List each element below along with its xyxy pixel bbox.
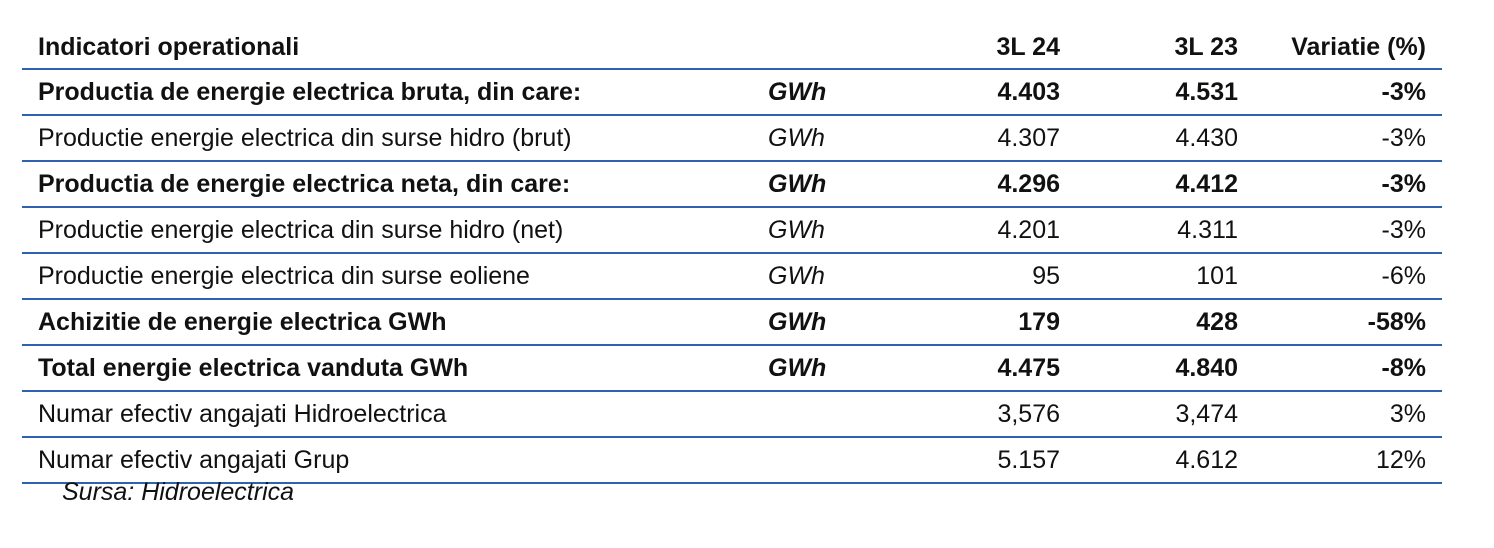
row-value-3l24: 4.296 [882, 161, 1060, 208]
header-indicator: Indicatori operationali [22, 26, 744, 70]
table-row: Productia de energie electrica bruta, di… [22, 69, 1442, 116]
row-value-3l24: 4.475 [882, 345, 1060, 392]
table-row: Productie energie electrica din surse hi… [22, 115, 1442, 162]
row-variation: -58% [1238, 299, 1442, 346]
row-unit [744, 437, 882, 484]
row-value-3l23: 4.531 [1060, 69, 1238, 116]
header-unit [744, 26, 882, 70]
row-unit: GWh [744, 299, 882, 346]
row-variation: -3% [1238, 161, 1442, 208]
row-unit: GWh [744, 69, 882, 116]
row-variation: -3% [1238, 207, 1442, 254]
row-label: Achizitie de energie electrica GWh [22, 299, 744, 346]
row-label: Productie energie electrica din surse hi… [22, 207, 744, 254]
row-value-3l24: 4.201 [882, 207, 1060, 254]
table-row: Productie energie electrica din surse eo… [22, 253, 1442, 300]
row-label: Productia de energie electrica neta, din… [22, 161, 744, 208]
table-row: Numar efectiv angajati Hidroelectrica 3,… [22, 391, 1442, 438]
row-unit: GWh [744, 161, 882, 208]
header-3l24: 3L 24 [882, 26, 1060, 70]
row-value-3l24: 5.157 [882, 437, 1060, 484]
row-label: Productie energie electrica din surse hi… [22, 115, 744, 162]
row-value-3l24: 3,576 [882, 391, 1060, 438]
row-label: Productie energie electrica din surse eo… [22, 253, 744, 300]
row-label: Numar efectiv angajati Hidroelectrica [22, 391, 744, 438]
row-variation: 12% [1238, 437, 1442, 484]
row-variation: 3% [1238, 391, 1442, 438]
row-unit [744, 391, 882, 438]
row-label: Productia de energie electrica bruta, di… [22, 69, 744, 116]
row-value-3l23: 4.311 [1060, 207, 1238, 254]
table-row: Numar efectiv angajati Grup 5.157 4.612 … [22, 437, 1442, 484]
row-unit: GWh [744, 253, 882, 300]
row-unit: GWh [744, 115, 882, 162]
table-row: Achizitie de energie electrica GWh GWh 1… [22, 299, 1442, 346]
row-value-3l24: 179 [882, 299, 1060, 346]
row-variation: -3% [1238, 69, 1442, 116]
indicators-table-wrapper: Indicatori operationali 3L 24 3L 23 Vari… [22, 26, 1442, 484]
row-value-3l23: 101 [1060, 253, 1238, 300]
row-value-3l23: 4.430 [1060, 115, 1238, 162]
row-variation: -6% [1238, 253, 1442, 300]
row-value-3l23: 428 [1060, 299, 1238, 346]
row-unit: GWh [744, 345, 882, 392]
table-row: Total energie electrica vanduta GWh GWh … [22, 345, 1442, 392]
row-value-3l23: 4.840 [1060, 345, 1238, 392]
row-value-3l24: 95 [882, 253, 1060, 300]
row-label: Total energie electrica vanduta GWh [22, 345, 744, 392]
table-row: Productie energie electrica din surse hi… [22, 207, 1442, 254]
row-value-3l23: 3,474 [1060, 391, 1238, 438]
table-header-row: Indicatori operationali 3L 24 3L 23 Vari… [22, 26, 1442, 70]
row-variation: -8% [1238, 345, 1442, 392]
table-row: Productia de energie electrica neta, din… [22, 161, 1442, 208]
row-value-3l24: 4.307 [882, 115, 1060, 162]
header-3l23: 3L 23 [1060, 26, 1238, 70]
row-value-3l23: 4.412 [1060, 161, 1238, 208]
operational-indicators-table: Indicatori operationali 3L 24 3L 23 Vari… [22, 26, 1442, 484]
row-unit: GWh [744, 207, 882, 254]
row-value-3l23: 4.612 [1060, 437, 1238, 484]
row-value-3l24: 4.403 [882, 69, 1060, 116]
header-variatie: Variatie (%) [1238, 26, 1442, 70]
source-note: Sursa: Hidroelectrica [62, 478, 295, 506]
row-variation: -3% [1238, 115, 1442, 162]
row-label: Numar efectiv angajati Grup [22, 437, 744, 484]
